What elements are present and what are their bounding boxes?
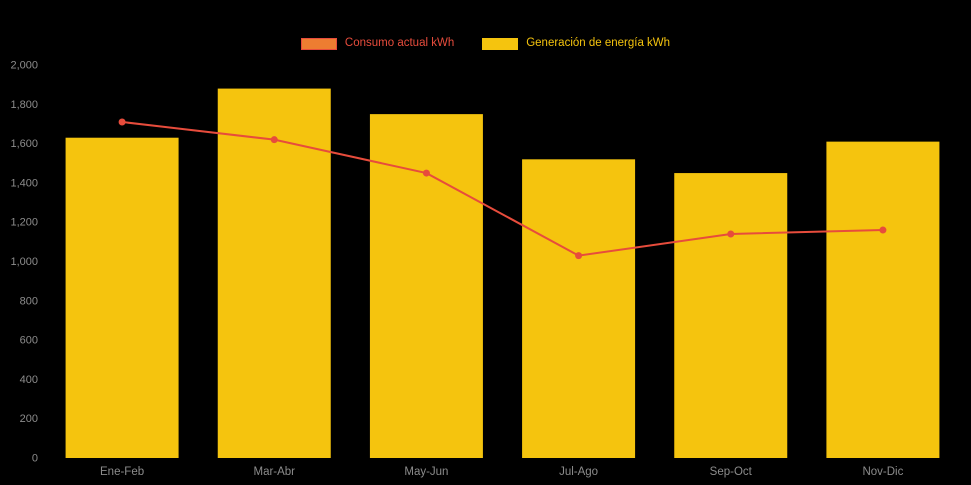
y-tick-label: 800 <box>20 295 38 307</box>
bar-jul-ago <box>522 159 636 458</box>
y-tick-label: 600 <box>20 335 38 347</box>
x-tick-label: Nov-Dic <box>862 466 903 478</box>
bar-ene-feb <box>65 137 179 458</box>
y-tick-label: 1,600 <box>10 138 38 150</box>
x-tick-label: May-Jun <box>404 466 448 478</box>
x-tick-label: Jul-Ago <box>559 466 598 478</box>
bar-mar-abr <box>217 88 331 458</box>
x-tick-label: Ene-Feb <box>100 466 144 478</box>
y-tick-label: 400 <box>20 374 38 386</box>
legend-swatch-consumo-icon <box>300 38 337 50</box>
bar-sep-oct <box>674 173 788 458</box>
line-point-mar-abr <box>270 136 278 144</box>
y-tick-label: 2,000 <box>10 60 38 72</box>
y-tick-label: 1,200 <box>10 217 38 229</box>
legend-label-consumo: Consumo actual kWh <box>344 37 455 50</box>
line-point-nov-dic <box>879 226 887 234</box>
x-tick-label: Mar-Abr <box>253 466 295 478</box>
legend-item-generacion[interactable]: Generación de energía kWh <box>482 38 670 50</box>
legend-label-generacion: Generación de energía kWh <box>526 37 671 50</box>
y-tick-label: 1,000 <box>10 256 38 268</box>
bar-may-jun <box>369 114 483 458</box>
y-tick-label: 0 <box>32 453 38 465</box>
y-tick-label: 1,400 <box>10 177 38 189</box>
chart-legend: Consumo actual kWh Generación de energía… <box>0 38 971 50</box>
line-point-ene-feb <box>118 118 126 126</box>
line-point-jul-ago <box>575 252 583 260</box>
consumption-line <box>121 120 883 257</box>
line-point-may-jun <box>422 169 430 177</box>
y-tick-label: 1,800 <box>10 99 38 111</box>
legend-swatch-generacion-icon <box>482 38 519 50</box>
x-tick-label: Sep-Oct <box>710 466 753 478</box>
line-point-sep-oct <box>727 230 735 238</box>
legend-item-consumo-actual[interactable]: Consumo actual kWh <box>300 37 455 50</box>
bar-nov-dic <box>826 141 940 458</box>
y-tick-label: 200 <box>20 413 38 425</box>
